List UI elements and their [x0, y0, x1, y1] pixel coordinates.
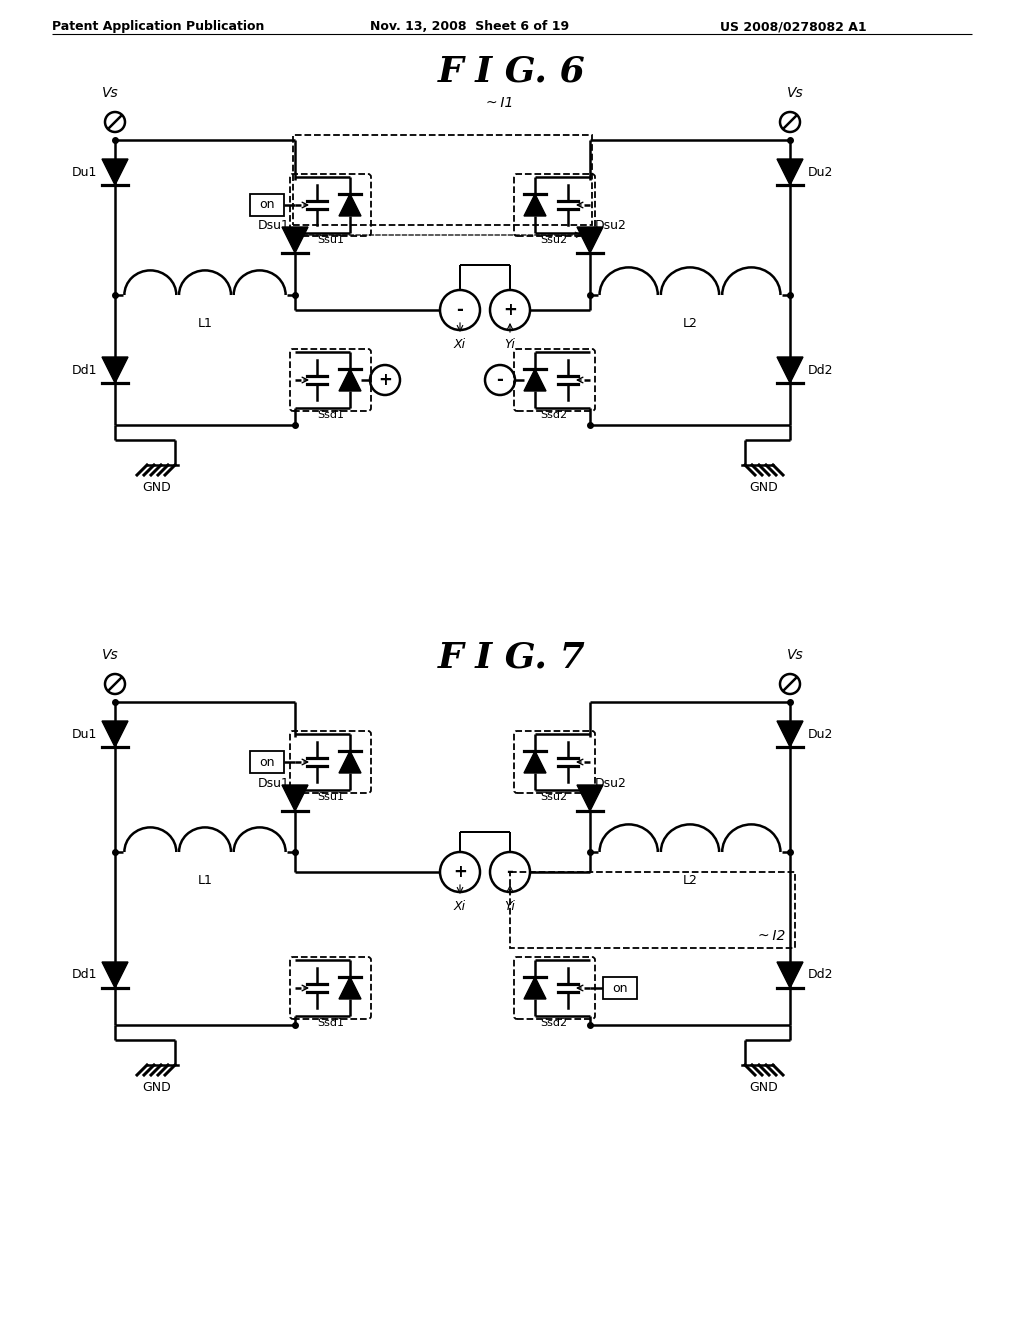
Text: +: + — [378, 371, 392, 389]
Text: Vs: Vs — [786, 648, 804, 663]
Text: Ssu2: Ssu2 — [541, 792, 567, 803]
Text: F I G. 7: F I G. 7 — [438, 640, 586, 675]
Text: Du2: Du2 — [808, 727, 834, 741]
Polygon shape — [102, 721, 128, 747]
Text: US 2008/0278082 A1: US 2008/0278082 A1 — [720, 20, 866, 33]
Bar — [603, 977, 637, 999]
Text: Dd2: Dd2 — [808, 969, 834, 982]
Text: Vs: Vs — [101, 86, 119, 100]
Text: -: - — [497, 371, 504, 389]
Text: L1: L1 — [198, 874, 212, 887]
Text: Dd2: Dd2 — [808, 363, 834, 376]
Text: on: on — [259, 755, 274, 768]
Polygon shape — [339, 751, 361, 774]
Text: Yi: Yi — [505, 338, 515, 351]
Text: Dsu1: Dsu1 — [258, 777, 290, 789]
Text: Xi: Xi — [454, 900, 466, 913]
Text: +: + — [503, 301, 517, 319]
Polygon shape — [282, 785, 308, 810]
Polygon shape — [524, 751, 546, 774]
Polygon shape — [577, 227, 603, 253]
Bar — [250, 194, 284, 216]
Bar — [510, 873, 795, 948]
Text: Dsu2: Dsu2 — [595, 219, 627, 232]
Polygon shape — [777, 721, 803, 747]
Text: Ssu1: Ssu1 — [317, 235, 344, 246]
Text: ~ I1: ~ I1 — [486, 96, 514, 110]
Text: L1: L1 — [198, 317, 212, 330]
Text: +: + — [453, 863, 467, 880]
Polygon shape — [577, 785, 603, 810]
Text: Dsu2: Dsu2 — [595, 777, 627, 789]
Polygon shape — [339, 977, 361, 999]
Text: Xi: Xi — [454, 338, 466, 351]
Text: -: - — [457, 301, 464, 319]
Text: Ssd1: Ssd1 — [317, 1018, 344, 1028]
Text: Dsu1: Dsu1 — [258, 219, 290, 232]
Polygon shape — [524, 370, 546, 391]
Text: Dd1: Dd1 — [72, 363, 97, 376]
Text: Patent Application Publication: Patent Application Publication — [52, 20, 264, 33]
Polygon shape — [339, 370, 361, 391]
Polygon shape — [524, 977, 546, 999]
Text: Dd1: Dd1 — [72, 969, 97, 982]
Bar — [293, 135, 592, 224]
Text: Ssd1: Ssd1 — [317, 411, 344, 420]
Text: L2: L2 — [683, 317, 697, 330]
Bar — [250, 751, 284, 774]
Text: GND: GND — [749, 1081, 778, 1094]
Text: Vs: Vs — [101, 648, 119, 663]
Polygon shape — [102, 158, 128, 185]
Polygon shape — [524, 194, 546, 216]
Text: Nov. 13, 2008  Sheet 6 of 19: Nov. 13, 2008 Sheet 6 of 19 — [370, 20, 569, 33]
Text: GND: GND — [142, 1081, 171, 1094]
Text: -: - — [507, 863, 513, 880]
Text: ~ I2: ~ I2 — [758, 929, 785, 942]
Text: Ssu2: Ssu2 — [541, 235, 567, 246]
Polygon shape — [777, 962, 803, 987]
Polygon shape — [282, 227, 308, 253]
Polygon shape — [339, 194, 361, 216]
Text: Du2: Du2 — [808, 165, 834, 178]
Text: Du1: Du1 — [72, 727, 97, 741]
Polygon shape — [102, 962, 128, 987]
Text: GND: GND — [142, 480, 171, 494]
Text: F I G. 6: F I G. 6 — [438, 55, 586, 88]
Text: L2: L2 — [683, 874, 697, 887]
Text: on: on — [259, 198, 274, 211]
Text: Du1: Du1 — [72, 165, 97, 178]
Text: Vs: Vs — [786, 86, 804, 100]
Text: Yi: Yi — [505, 900, 515, 913]
Text: Ssu1: Ssu1 — [317, 792, 344, 803]
Text: on: on — [612, 982, 628, 994]
Polygon shape — [777, 158, 803, 185]
Text: Ssd2: Ssd2 — [541, 411, 567, 420]
Polygon shape — [102, 356, 128, 383]
Text: GND: GND — [749, 480, 778, 494]
Polygon shape — [777, 356, 803, 383]
Text: Ssd2: Ssd2 — [541, 1018, 567, 1028]
